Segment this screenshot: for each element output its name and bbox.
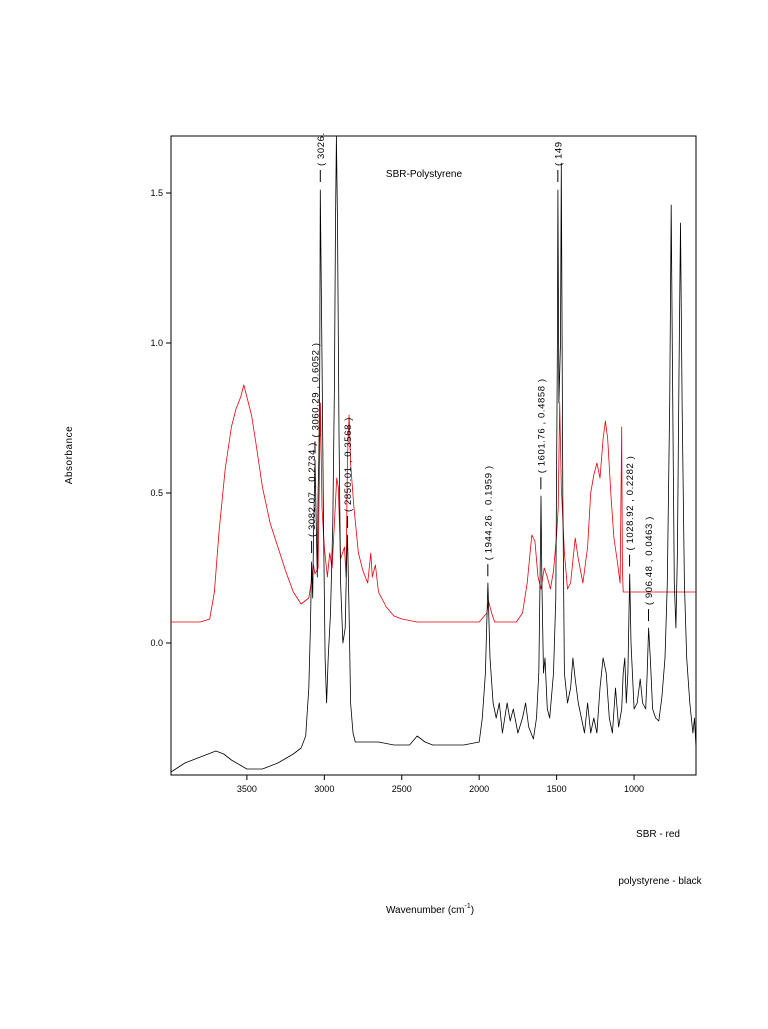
peak-annotations: ( 3082.07 , 0.2734 ) ( 3060.29 , 0.6052 )… [307,132,655,622]
legend-sbr: SBR - red [636,829,680,840]
peak-label: ( 2850.01 , 0.3568 ) [343,417,354,512]
x-tick-label: 1500 [547,784,567,794]
series-sbr [171,384,696,623]
x-axis-label-text: Wavenumber (cm [386,905,465,916]
y-axis-label: Absorbance [64,426,75,484]
y-tick-label: 0.5 [150,488,163,498]
chart-title: SBR-Polystyrene [386,169,463,180]
y-tick-label: 0.0 [150,638,163,648]
legend-polystyrene: polystyrene - black [618,876,702,887]
peak-label: ( 1028.92 , 0.2282 ) [625,456,636,551]
peak-label: ( 906.48 , 0.0463 ) [644,516,655,605]
x-tick-label: 3500 [237,784,257,794]
x-tick-label: 1000 [624,784,644,794]
series-line-sbr [171,384,696,623]
y-tick-label: 1.0 [150,338,163,348]
x-axis-label-suffix: ) [471,905,474,916]
series-line-polystyrene [171,136,696,773]
x-axis-label: Wavenumber (cm-1) [386,903,474,916]
peak-label: ( 3082.07 , 0.2734 ) [307,442,318,537]
x-axis: 3500 3000 2500 2000 1500 1000 [237,775,644,794]
x-axis-label-superscript: -1 [464,903,470,910]
y-axis: 0.0 0.5 1.0 1.5 [150,188,171,648]
y-tick-label: 1.5 [150,188,163,198]
peak-label: ( 1944.26 , 0.1959 ) [483,465,494,560]
peak-label: ( 3026. [316,132,327,166]
peak-label: ( 149 [553,141,564,166]
series-polystyrene [171,136,696,773]
x-tick-label: 2000 [469,784,489,794]
x-tick-label: 2500 [392,784,412,794]
peak-label: ( 3060.29 , 0.6052 ) [310,343,321,438]
peak-label: ( 1601.76 , 0.4858 ) [536,378,547,473]
plot-frame [170,135,697,776]
x-tick-label: 3000 [314,784,334,794]
